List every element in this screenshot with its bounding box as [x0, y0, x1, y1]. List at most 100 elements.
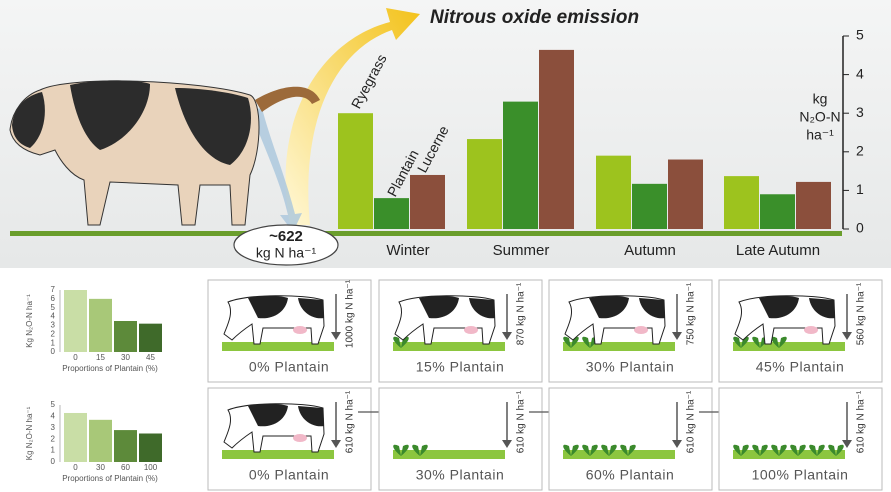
cow-udder	[464, 326, 478, 334]
n-label: 610 kg N ha⁻¹	[686, 390, 697, 453]
grass	[393, 450, 505, 459]
plantain	[563, 336, 579, 348]
cow	[223, 295, 325, 345]
y-tick-label: 2	[51, 329, 56, 338]
bar	[539, 49, 574, 230]
x-tick-label: 30	[121, 353, 130, 362]
bar	[467, 139, 502, 229]
x-tick-label: 0	[73, 353, 78, 362]
panel-label: 0% Plantain	[249, 467, 329, 483]
y-tick-label: 3	[51, 321, 56, 330]
bar	[114, 321, 137, 352]
y-tick-label: 0	[51, 347, 56, 356]
bar	[114, 430, 137, 462]
cow-spot	[589, 295, 629, 319]
n-arrow-head	[842, 332, 852, 340]
plantain	[563, 444, 579, 456]
plantain	[582, 444, 598, 456]
cow-spot	[469, 298, 495, 319]
cow-spot	[248, 295, 288, 319]
cow	[564, 295, 666, 345]
y-tick-label: 5	[856, 27, 864, 43]
x-tick-label: 0	[73, 463, 78, 472]
bar	[64, 290, 87, 352]
title: Nitrous oxide emission	[430, 7, 639, 28]
y-tick-label: 7	[51, 285, 56, 294]
plantain	[752, 444, 768, 456]
bar	[503, 101, 538, 229]
y-tick-label: 4	[51, 312, 56, 321]
x-axis-label: Proportions of Plantain (%)	[62, 364, 158, 373]
n-arrow-head	[672, 440, 682, 448]
cow-spot	[759, 295, 799, 319]
n-label: 870 kg N ha⁻¹	[516, 282, 527, 345]
cow-udder	[804, 326, 818, 334]
y-axis-label: ha⁻¹	[806, 127, 834, 143]
x-tick-label: 100	[144, 463, 158, 472]
cow-udder	[293, 326, 307, 334]
panel: 610 kg N ha⁻¹ 60% Plantain	[548, 387, 713, 491]
plantain	[752, 336, 768, 348]
excretion-value: ~622	[269, 228, 303, 245]
n-arrow-head	[842, 440, 852, 448]
y-tick-label: 0	[51, 457, 56, 466]
x-tick-label: Late Autumn	[736, 242, 820, 259]
y-tick-label: 0	[856, 220, 864, 236]
y-axis-label: Kg N₂O-N ha⁻¹	[25, 406, 34, 460]
bar	[724, 176, 759, 229]
n-label: 610 kg N ha⁻¹	[856, 390, 867, 453]
urine-stream	[250, 108, 302, 232]
panel-label: 0% Plantain	[249, 359, 329, 375]
plantain	[412, 444, 428, 456]
bar	[668, 159, 703, 229]
cow	[394, 295, 496, 345]
y-tick-label: 4	[856, 65, 864, 81]
cow	[9, 80, 320, 226]
panel-box	[718, 387, 883, 491]
x-tick-label: Summer	[493, 242, 550, 259]
panel: 610 kg N ha⁻¹ 0% Plantain	[207, 387, 372, 491]
cow-spot	[248, 403, 288, 427]
plantain	[828, 444, 844, 456]
n-arrow-head	[672, 332, 682, 340]
panel-label: 45% Plantain	[756, 359, 845, 375]
panel-label: 100% Plantain	[752, 467, 849, 483]
panel: 610 kg N ha⁻¹ 100% Plantain	[718, 387, 883, 491]
plantain	[771, 336, 787, 348]
bar	[89, 419, 112, 462]
x-tick-label: Winter	[386, 242, 429, 259]
x-tick-label: Autumn	[624, 242, 676, 259]
n-arrow-head	[502, 332, 512, 340]
n-arrow-head	[331, 440, 341, 448]
plantain	[393, 444, 409, 456]
cow-udder	[634, 326, 648, 334]
y-tick-label: 3	[51, 423, 56, 432]
plantain	[601, 444, 617, 456]
cow-udder	[293, 434, 307, 442]
x-tick-label: 15	[96, 353, 105, 362]
grass	[733, 342, 845, 351]
panel: 610 kg N ha⁻¹ 30% Plantain	[378, 387, 543, 491]
n-label: 610 kg N ha⁻¹	[516, 390, 527, 453]
panel: 870 kg N ha⁻¹ 15% Plantain	[378, 279, 543, 383]
panel-label: 15% Plantain	[416, 359, 505, 375]
bar	[139, 323, 162, 352]
panel: 560 kg N ha⁻¹ 45% Plantain	[718, 279, 883, 383]
cow-spot	[809, 298, 835, 319]
y-axis-label: kg	[813, 91, 828, 107]
bar	[64, 412, 87, 462]
x-tick-label: 30	[96, 463, 105, 472]
grass	[222, 450, 334, 459]
bar	[410, 174, 445, 229]
plantain	[582, 336, 598, 348]
x-axis-label: Proportions of Plantain (%)	[62, 474, 158, 483]
panel-box	[548, 387, 713, 491]
y-tick-label: 4	[51, 412, 56, 421]
plantain	[771, 444, 787, 456]
bar	[139, 433, 162, 462]
y-tick-label: 2	[51, 434, 56, 443]
grass	[222, 342, 334, 351]
y-tick-label: 3	[856, 104, 864, 120]
bar	[760, 194, 795, 229]
grass	[393, 342, 505, 351]
